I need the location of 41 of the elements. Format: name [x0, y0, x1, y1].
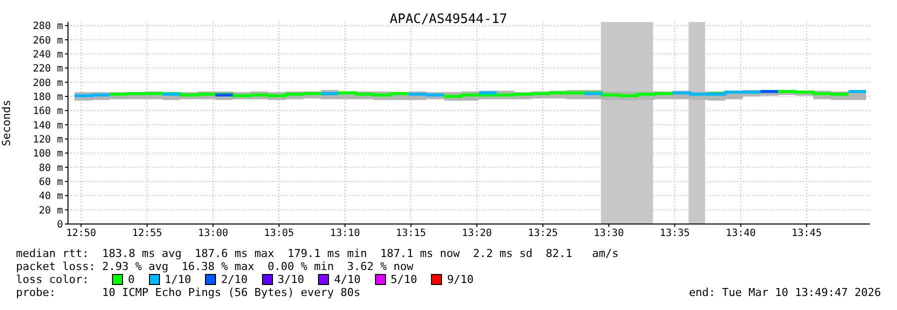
y-tick-label: 260 m — [32, 35, 63, 46]
chart-title: APAC/AS49544-17 — [390, 12, 508, 27]
legend-label: 4/10 — [334, 273, 361, 286]
legend-label: 9/10 — [447, 273, 474, 286]
y-tick-label: 120 m — [32, 134, 63, 146]
y-tick-label: 40 m — [38, 191, 63, 202]
x-tick-label: 13:20 — [462, 228, 492, 240]
legend-label: 3/10 — [278, 273, 304, 286]
y-tick-label: 160 m — [32, 106, 63, 118]
y-tick-label: 60 m — [38, 177, 63, 188]
x-tick-label: 12:50 — [66, 228, 96, 240]
y-tick-label: 220 m — [32, 64, 63, 75]
y-tick-label: 0 — [56, 220, 63, 231]
y-tick-label: 200 m — [32, 78, 63, 89]
legend-label: 1/10 — [164, 273, 192, 286]
legend-label: 5/10 — [390, 273, 418, 286]
x-tick-label: 13:30 — [594, 228, 624, 240]
text: median rtt: 183.8 ms avg 187.6 ms max 179.1 ms min 187.1 ms now 2.2 ms sd 82.1 am/s — [16, 247, 619, 260]
y-tick-label: 240 m — [32, 49, 63, 60]
y-tick-label: 180 m — [32, 92, 63, 103]
y-tick-label: 80 m — [38, 162, 63, 174]
x-tick-label: 13:00 — [198, 228, 228, 240]
legend-label: 0 — [128, 273, 135, 286]
legend-label: 2/10 — [221, 273, 248, 286]
x-tick-label: 13:40 — [726, 228, 756, 240]
y-tick-label: 280 m — [32, 21, 63, 32]
text: end: Tue Mar 10 13:49:47 2026 — [688, 286, 881, 299]
x-tick-label: 13:15 — [396, 228, 426, 240]
y-tick-label: 140 m — [32, 120, 63, 132]
y-axis-title: Seconds — [0, 100, 13, 146]
text: packet loss: 2.93 % avg 16.38 % max 0.00 % min 3.62 % now — [16, 260, 414, 273]
text: probe: 10 ICMP Echo Pings (56 Bytes) every 80s — [16, 286, 362, 299]
y-tick-label: 100 m — [32, 148, 63, 160]
x-tick-label: 12:55 — [132, 228, 162, 240]
x-tick-label: 13:10 — [330, 228, 360, 240]
x-tick-label: 13:05 — [264, 228, 294, 240]
x-tick-label: 13:25 — [528, 228, 558, 240]
legend-title: loss color: — [16, 273, 90, 286]
x-tick-label: 13:35 — [660, 228, 690, 240]
y-tick-label: 20 m — [38, 205, 63, 216]
x-tick-label: 13:45 — [792, 228, 822, 240]
